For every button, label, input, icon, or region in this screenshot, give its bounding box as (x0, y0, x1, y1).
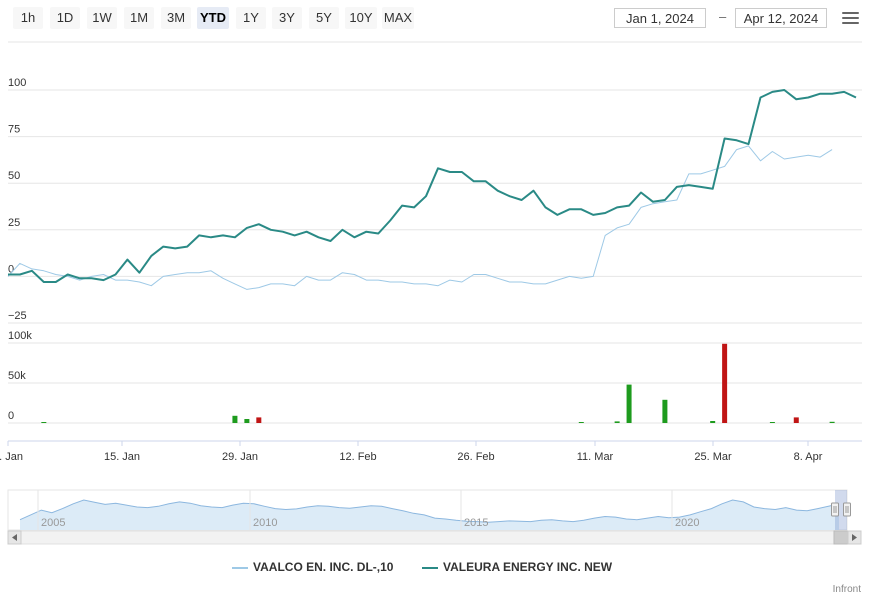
volume-bar (244, 419, 250, 423)
scrollbar-track (7, 530, 862, 545)
volume-bar (662, 399, 668, 423)
x-tick-label: 8. Apr (794, 451, 823, 463)
navigator-tick-label: 2005 (41, 517, 65, 529)
volume-tick-label: 0 (8, 410, 14, 422)
y-tick-label: 100 (8, 77, 26, 89)
range-button-1h[interactable]: 1h (13, 7, 43, 29)
x-tick-label: 25. Mar (694, 451, 732, 463)
navigator-handle (843, 502, 851, 517)
navigator-tick-label: 2015 (464, 517, 488, 529)
legend-label-vaalco: VAALCO EN. INC. DL-,10 (253, 560, 394, 574)
range-button-1y[interactable]: 1Y (236, 7, 266, 29)
x-tick-label: 11. Mar (577, 451, 614, 463)
volume-axis-labels: 100k 50k 0 (8, 330, 32, 422)
volume-bar (722, 343, 728, 423)
grid (8, 41, 862, 424)
volume-bar (793, 417, 799, 423)
volume-bar (41, 422, 47, 423)
scroll-left-arrow-icon (12, 534, 17, 541)
y-tick-label: 25 (8, 217, 20, 229)
range-button-ytd[interactable]: YTD (197, 7, 229, 29)
range-button-5y[interactable]: 5Y (309, 7, 339, 29)
date-to-input[interactable] (735, 8, 827, 28)
date-from-input[interactable] (614, 8, 706, 28)
legend-swatch-vaalco (232, 566, 248, 569)
range-button-3m[interactable]: 3M (161, 7, 191, 29)
navigator-area (20, 500, 839, 530)
navigator-handle (831, 502, 839, 517)
volume-tick-label: 100k (8, 330, 32, 342)
range-toolbar: 1h 1D 1W 1M 3M YTD 1Y 3Y 5Y 10Y MAX – (0, 0, 875, 38)
x-axis: 1. Jan 15. Jan 29. Jan 12. Feb 26. Feb 11. Ma… (0, 440, 862, 463)
range-button-3y[interactable]: 3Y (272, 7, 302, 29)
date-separator: – (719, 9, 727, 24)
navigator-line (19, 499, 840, 523)
volume-bar (626, 384, 632, 423)
volume-bar (232, 415, 238, 423)
volume-bar (614, 421, 620, 423)
navigator-tick-label: 2010 (253, 517, 277, 529)
legend-label-valeura: VALEURA ENERGY INC. NEW (443, 560, 613, 574)
volume-bar (829, 421, 835, 423)
volume-bar (769, 422, 775, 423)
x-tick-label: 12. Feb (339, 451, 376, 463)
x-tick-label: 1. Jan (0, 451, 23, 463)
range-button-1m[interactable]: 1M (124, 7, 154, 29)
y-tick-label: 75 (8, 124, 20, 136)
x-tick-label: 26. Feb (457, 451, 494, 463)
navigator[interactable]: 2005 2010 2015 2020 (7, 489, 851, 531)
y-tick-label: −25 (8, 310, 27, 322)
volume-bar (256, 417, 262, 423)
scrollbar[interactable] (7, 530, 862, 545)
range-button-max[interactable]: MAX (382, 7, 414, 29)
range-button-10y[interactable]: 10Y (345, 7, 377, 29)
volume-bars (41, 343, 835, 423)
range-button-1d[interactable]: 1D (50, 7, 80, 29)
scroll-right-arrow-icon (852, 534, 857, 541)
legend-swatch-valeura (422, 566, 438, 569)
legend-item-vaalco[interactable]: VAALCO EN. INC. DL-,10 (232, 560, 393, 574)
series-line-vaalco (7, 145, 833, 290)
y-tick-label: 50 (8, 170, 20, 182)
series-lines (7, 89, 857, 290)
volume-tick-label: 50k (8, 370, 26, 382)
hamburger-menu-icon[interactable] (842, 12, 859, 26)
legend: VAALCO EN. INC. DL-,10 VALEURA ENERGY IN… (0, 560, 875, 576)
y-tick-label: 0 (8, 263, 14, 275)
credits: Infront (832, 584, 861, 595)
range-button-1w[interactable]: 1W (87, 7, 117, 29)
x-tick-label: 29. Jan (222, 451, 258, 463)
stock-chart: 100 75 50 25 0 −25 100k 50k 0 1. Jan 15. Jan 29. … (0, 41, 862, 545)
scrollbar-thumb (833, 530, 849, 545)
y-axis-labels: 100 75 50 25 0 −25 (8, 77, 27, 322)
series-line-valeura (8, 89, 857, 283)
volume-bar (578, 422, 584, 423)
legend-item-valeura[interactable]: VALEURA ENERGY INC. NEW (422, 560, 612, 574)
x-tick-label: 15. Jan (104, 451, 140, 463)
navigator-mask (835, 490, 847, 530)
navigator-tick-label: 2020 (675, 517, 699, 529)
volume-bar (710, 421, 716, 423)
